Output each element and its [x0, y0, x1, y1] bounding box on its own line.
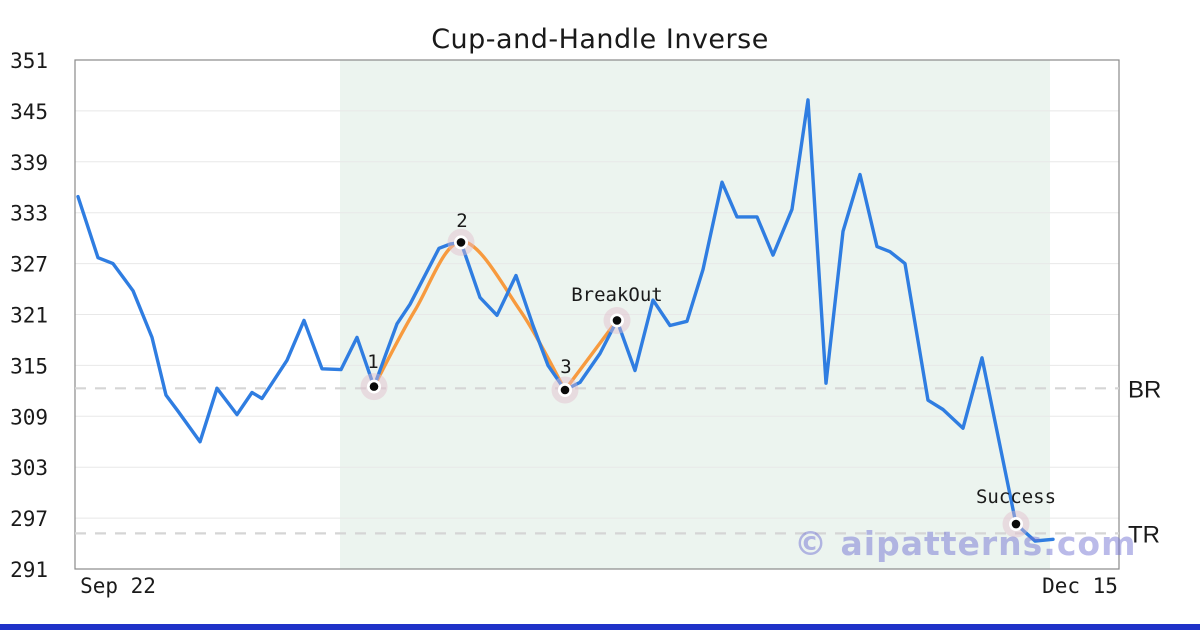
annotation-label-3: 3: [560, 356, 571, 378]
x-tick-label: Dec 15: [1042, 574, 1118, 598]
marker-dot: [456, 238, 466, 247]
annotation-label-success: Success: [976, 486, 1056, 508]
level-label-br: BR: [1128, 376, 1161, 403]
annotation-label-2: 2: [456, 210, 467, 232]
y-tick-label: 339: [10, 151, 48, 175]
marker-dot: [560, 385, 570, 395]
price-line: [76, 98, 1055, 543]
plot-frame: [74, 59, 1120, 570]
marker-dot: [1011, 519, 1021, 529]
y-tick-label: 315: [10, 354, 48, 378]
annotation-label-1: 1: [367, 351, 378, 373]
marker-dot: [612, 316, 622, 325]
x-tick-label: Sep 22: [80, 574, 156, 598]
y-tick-label: 345: [10, 100, 48, 124]
y-tick-label: 351: [10, 49, 48, 73]
y-tick-label: 321: [10, 304, 48, 328]
marker-dot: [369, 382, 379, 391]
y-tick-label: 333: [10, 202, 48, 226]
chart-title: Cup-and-Handle Inverse: [431, 24, 769, 55]
y-tick-label: 291: [10, 558, 48, 582]
y-tick-label: 297: [10, 507, 48, 531]
level-label-tr: TR: [1128, 521, 1160, 548]
y-tick-label: 309: [10, 405, 48, 429]
annotation-label-breakout: BreakOut: [571, 284, 663, 306]
y-tick-label: 327: [10, 253, 48, 277]
y-tick-label: 303: [10, 456, 48, 480]
footer-accent-bar: [0, 624, 1200, 630]
